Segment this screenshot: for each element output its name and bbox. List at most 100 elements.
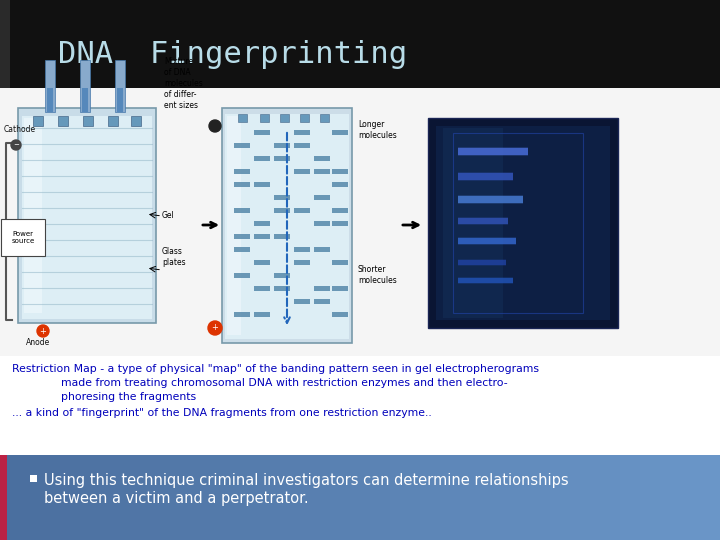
Bar [314, 247, 330, 252]
Text: Using this technique criminal investigators can determine relationships: Using this technique criminal investigat… [44, 473, 569, 488]
Bar [83, 116, 93, 126]
Bar [680, 455, 690, 540]
Bar [458, 278, 513, 283]
Bar [458, 259, 506, 266]
Text: made from treating chromosomal DNA with restriction enzymes and then electro-: made from treating chromosomal DNA with … [12, 378, 508, 388]
Bar [0, 0, 720, 88]
Bar [458, 238, 516, 244]
Bar [436, 126, 610, 320]
Text: Restriction Map - a type of physical "map" of the banding pattern seen in gel el: Restriction Map - a type of physical "ma… [12, 364, 539, 374]
Text: Gel: Gel [162, 211, 175, 220]
Bar [150, 455, 160, 540]
Bar [470, 455, 480, 540]
Bar [590, 455, 600, 540]
Text: between a victim and a perpetrator.: between a victim and a perpetrator. [44, 491, 309, 506]
Bar [160, 455, 170, 540]
Bar [33, 116, 43, 126]
Bar [443, 128, 503, 318]
Bar [254, 260, 270, 265]
Bar [234, 143, 250, 148]
Text: Glass
plates: Glass plates [162, 247, 186, 267]
Bar [332, 130, 348, 135]
Bar [458, 218, 508, 224]
Bar [274, 208, 290, 213]
Bar [274, 195, 290, 200]
Bar [234, 273, 250, 278]
Bar [294, 247, 310, 252]
Bar [274, 286, 290, 291]
Bar [238, 114, 247, 122]
Bar [550, 455, 560, 540]
Bar [10, 455, 20, 540]
FancyBboxPatch shape [1, 219, 45, 256]
Circle shape [37, 325, 49, 337]
Text: Mixture
of DNA
molecules
of differ-
ent sizes: Mixture of DNA molecules of differ- ent … [164, 57, 203, 110]
Bar [254, 221, 270, 226]
Bar [254, 156, 270, 161]
Bar [580, 455, 590, 540]
Bar [314, 299, 330, 304]
Bar [0, 455, 10, 540]
Bar [294, 208, 310, 213]
Bar [620, 455, 630, 540]
Bar [0, 455, 7, 540]
Bar [227, 116, 241, 335]
Bar [240, 455, 250, 540]
Bar [234, 208, 250, 213]
Bar [300, 455, 310, 540]
Bar [458, 237, 516, 245]
Text: Longer
molecules: Longer molecules [358, 120, 397, 140]
Bar [47, 88, 53, 112]
Circle shape [11, 140, 21, 150]
Bar [480, 455, 490, 540]
Text: Shorter
molecules: Shorter molecules [358, 265, 397, 285]
Bar [180, 455, 190, 540]
Bar [610, 455, 620, 540]
Bar [530, 455, 540, 540]
Bar [24, 118, 42, 313]
Bar [310, 455, 320, 540]
Bar [260, 114, 269, 122]
Bar [90, 455, 100, 540]
Text: +: + [40, 327, 46, 335]
Bar [100, 455, 110, 540]
Text: Cathode: Cathode [4, 125, 36, 134]
Bar [294, 299, 310, 304]
Bar [420, 455, 430, 540]
Bar [0, 0, 10, 88]
Bar [110, 455, 120, 540]
Bar [400, 455, 410, 540]
Bar [410, 455, 420, 540]
Bar [117, 88, 123, 112]
Text: Anode: Anode [26, 338, 50, 347]
Bar [332, 221, 348, 226]
Bar [458, 277, 513, 284]
Bar [130, 455, 140, 540]
Bar [234, 234, 250, 239]
Bar [18, 108, 156, 323]
Bar [320, 114, 329, 122]
Bar [314, 156, 330, 161]
Text: ... a kind of "fingerprint" of the DNA fragments from one restriction enzyme..: ... a kind of "fingerprint" of the DNA f… [12, 408, 432, 418]
Bar [250, 455, 260, 540]
Bar [600, 455, 610, 540]
Text: DNA  Fingerprinting: DNA Fingerprinting [58, 40, 407, 69]
Bar [80, 455, 90, 540]
Bar [222, 108, 352, 343]
Bar [320, 455, 330, 540]
Bar [20, 455, 30, 540]
Bar [458, 196, 523, 203]
Bar [458, 260, 506, 265]
Bar [0, 88, 720, 356]
Bar [540, 455, 550, 540]
Bar [458, 172, 513, 181]
Bar [450, 455, 460, 540]
Bar [332, 312, 348, 317]
Bar [314, 286, 330, 291]
Bar [280, 114, 289, 122]
Bar [428, 118, 618, 328]
Bar [370, 455, 380, 540]
Bar [460, 455, 470, 540]
Bar [458, 147, 528, 156]
Bar [650, 455, 660, 540]
